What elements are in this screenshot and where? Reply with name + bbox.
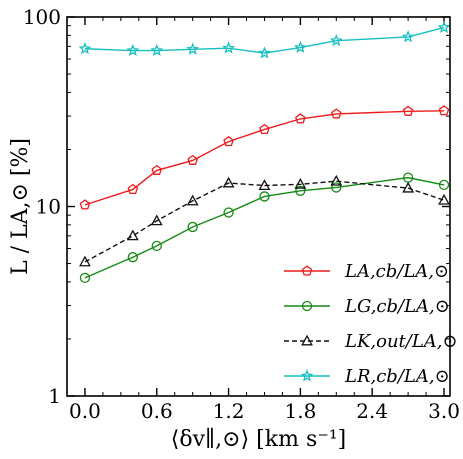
x-tick-label: 0.0 [69,399,101,423]
x-tick-label: 3.0 [428,399,460,423]
pentagon-marker [438,105,450,116]
pentagon-marker [223,136,234,147]
star-marker [300,369,314,382]
legend-label: LG,cb/LA,⊙ [344,296,450,317]
pentagon-marker [79,199,91,210]
pentagon-marker [295,113,306,124]
series-line [84,176,445,279]
series-group [79,105,450,210]
series-group [79,172,450,284]
triangle-marker [258,179,271,190]
pentagon-marker [151,164,163,175]
circle-marker [151,240,162,251]
star-marker [222,41,235,54]
star-marker [401,30,415,43]
triangle-marker [222,176,235,188]
y-tick-label: 100 [23,5,61,29]
star-marker [150,43,164,57]
legend-entry: LR,cb/LA,⊙ [284,366,450,387]
circle-marker [259,191,270,202]
star-marker [293,40,307,53]
legend-label: LK,out/LA,⊙ [344,331,458,352]
circle-marker [301,300,313,312]
circle-marker [79,272,91,284]
triangle-marker [402,181,415,193]
y-tick-label: 1 [48,384,61,408]
series-line [84,180,445,263]
triangle-marker [438,193,450,205]
pentagon-marker [259,123,270,134]
x-tick-label: 1.8 [284,399,316,423]
legend-label: LR,cb/LA,⊙ [344,366,450,387]
pentagon-marker [330,108,342,119]
star-marker [258,46,271,59]
x-tick-label: 2.4 [356,399,388,423]
x-axis-label: ⟨δv∥,⊙⟩ [km s⁻¹] [171,427,347,452]
legend-entry: LG,cb/LA,⊙ [284,296,450,317]
plot-series [78,20,451,284]
pentagon-marker [402,105,414,116]
circle-marker [295,185,306,196]
plot-frame [66,16,451,397]
series-group [78,20,451,59]
x-tick-label: 0.6 [141,399,173,423]
star-marker [186,42,200,55]
legend: LA,cb/LA,⊙ LG,cb/LA,⊙ LK,out/LA,⊙ LR,cb/LA,… [284,261,458,387]
circle-marker [223,207,234,218]
star-marker [126,43,140,57]
star-marker [329,33,343,47]
legend-entry: LA,cb/LA,⊙ [284,261,449,282]
series-group [79,174,450,267]
series-line [84,110,445,206]
circle-marker [127,252,138,263]
triangle-marker [79,255,91,267]
y-tick-label: 10 [36,195,61,219]
x-axis: 0.0 0.6 1.2 1.8 2.4 3.0 [69,17,460,423]
triangle-marker [150,214,163,226]
legend-entry: LK,out/LA,⊙ [284,331,458,352]
series-line [84,26,445,54]
star-marker [78,41,92,55]
pentagon-marker [127,183,139,195]
legend-label: LA,cb/LA,⊙ [344,261,449,282]
y-axis: 1 10 100 [23,5,450,408]
y-axis-label: L / LA,⊙ [%] [8,138,33,275]
circle-marker [187,221,198,233]
triangle-marker [301,334,313,346]
triangle-marker [330,174,343,186]
star-marker [437,20,451,33]
circle-marker [331,182,342,193]
triangle-marker [186,194,199,206]
triangle-marker [294,177,307,189]
pentagon-marker [301,265,313,276]
x-tick-label: 1.2 [213,399,245,423]
pentagon-marker [187,154,199,165]
circle-marker [438,179,450,191]
triangle-marker [126,229,139,241]
